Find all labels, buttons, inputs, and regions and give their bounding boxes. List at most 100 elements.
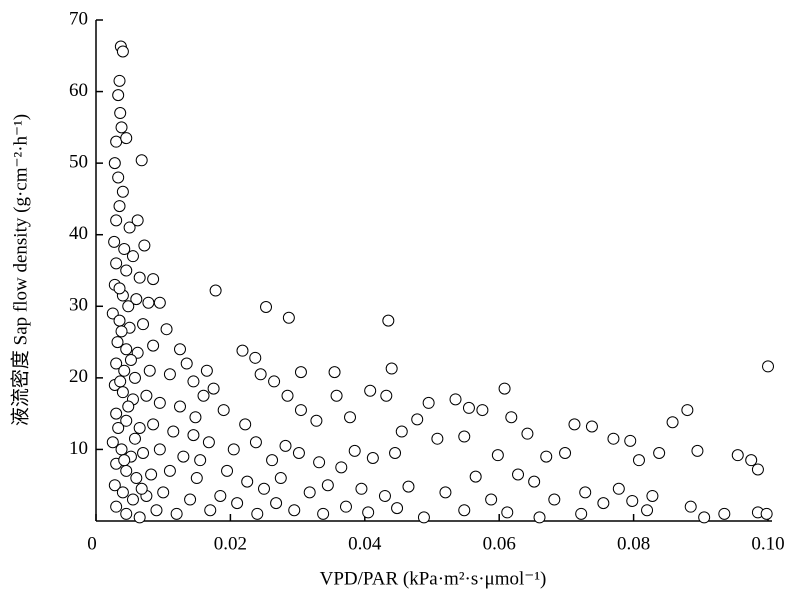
point xyxy=(118,454,131,467)
y-tick-label: 30 xyxy=(69,295,88,316)
point xyxy=(249,436,262,449)
y-axis-label: 液流密度 Sap flow density (g·cm⁻²·h⁻¹) xyxy=(9,114,31,426)
y-tick-label: 20 xyxy=(69,366,88,387)
point xyxy=(533,511,546,524)
point xyxy=(458,504,471,517)
point xyxy=(120,343,133,356)
point xyxy=(653,447,666,460)
point xyxy=(501,506,514,519)
point xyxy=(254,368,267,381)
point xyxy=(355,482,368,495)
point xyxy=(108,479,121,492)
point xyxy=(288,504,301,517)
point xyxy=(202,436,215,449)
point xyxy=(204,504,217,517)
point xyxy=(321,479,334,492)
point xyxy=(190,472,203,485)
point xyxy=(137,318,150,331)
point xyxy=(110,357,123,370)
point xyxy=(317,507,330,520)
point xyxy=(126,493,139,506)
point xyxy=(177,450,190,463)
point xyxy=(140,389,153,402)
point xyxy=(528,475,541,488)
point xyxy=(114,375,127,388)
point xyxy=(118,243,131,256)
point xyxy=(449,393,462,406)
y-tick-label: 10 xyxy=(69,438,88,459)
point xyxy=(115,325,128,338)
point xyxy=(691,444,704,457)
point xyxy=(187,429,200,442)
point xyxy=(310,414,323,427)
point xyxy=(143,364,156,377)
point xyxy=(217,404,230,417)
point xyxy=(417,511,430,524)
point xyxy=(607,432,620,445)
point xyxy=(227,443,240,456)
point xyxy=(110,135,123,148)
x-tick-label: 0.02 xyxy=(214,533,247,554)
point xyxy=(120,464,133,477)
point xyxy=(641,504,654,517)
point xyxy=(108,157,121,170)
point xyxy=(174,343,186,356)
point xyxy=(476,404,489,417)
point xyxy=(462,401,475,414)
point xyxy=(130,472,143,485)
point xyxy=(167,425,180,438)
point xyxy=(239,418,252,431)
point xyxy=(120,507,133,520)
point xyxy=(512,468,525,481)
point xyxy=(153,296,166,309)
point xyxy=(138,239,151,252)
point xyxy=(380,389,393,402)
point xyxy=(458,430,471,443)
point xyxy=(113,74,126,87)
point xyxy=(391,502,404,515)
point xyxy=(142,296,155,309)
point xyxy=(174,400,186,413)
point xyxy=(180,357,193,370)
point xyxy=(207,382,220,395)
point xyxy=(163,368,176,381)
point xyxy=(575,507,588,520)
point xyxy=(110,257,123,270)
point xyxy=(194,454,207,467)
point xyxy=(313,456,326,469)
point xyxy=(147,339,160,352)
point xyxy=(362,506,375,519)
point xyxy=(439,486,452,499)
point xyxy=(120,264,133,277)
point xyxy=(124,353,137,366)
point xyxy=(160,323,173,336)
y-tick-label: 40 xyxy=(69,223,88,244)
point xyxy=(153,396,166,409)
y-tick-label: 70 xyxy=(69,8,88,29)
point xyxy=(366,452,379,465)
point xyxy=(110,407,123,420)
point xyxy=(585,420,598,433)
point xyxy=(112,421,125,434)
point xyxy=(187,375,200,388)
point xyxy=(335,461,348,474)
point xyxy=(258,482,270,495)
x-tick-label: 0 xyxy=(87,533,97,554)
point xyxy=(521,427,534,440)
point xyxy=(411,413,424,426)
point xyxy=(112,89,125,102)
y-tick-label: 50 xyxy=(69,152,88,173)
point xyxy=(491,449,504,462)
point xyxy=(681,404,694,417)
point xyxy=(231,497,244,510)
point xyxy=(116,45,129,58)
point xyxy=(260,301,273,314)
point xyxy=(130,293,143,306)
point xyxy=(751,463,764,476)
point xyxy=(131,214,144,227)
point xyxy=(120,414,133,427)
point xyxy=(731,449,744,462)
point xyxy=(303,486,316,499)
point xyxy=(126,250,139,263)
point xyxy=(498,382,511,395)
